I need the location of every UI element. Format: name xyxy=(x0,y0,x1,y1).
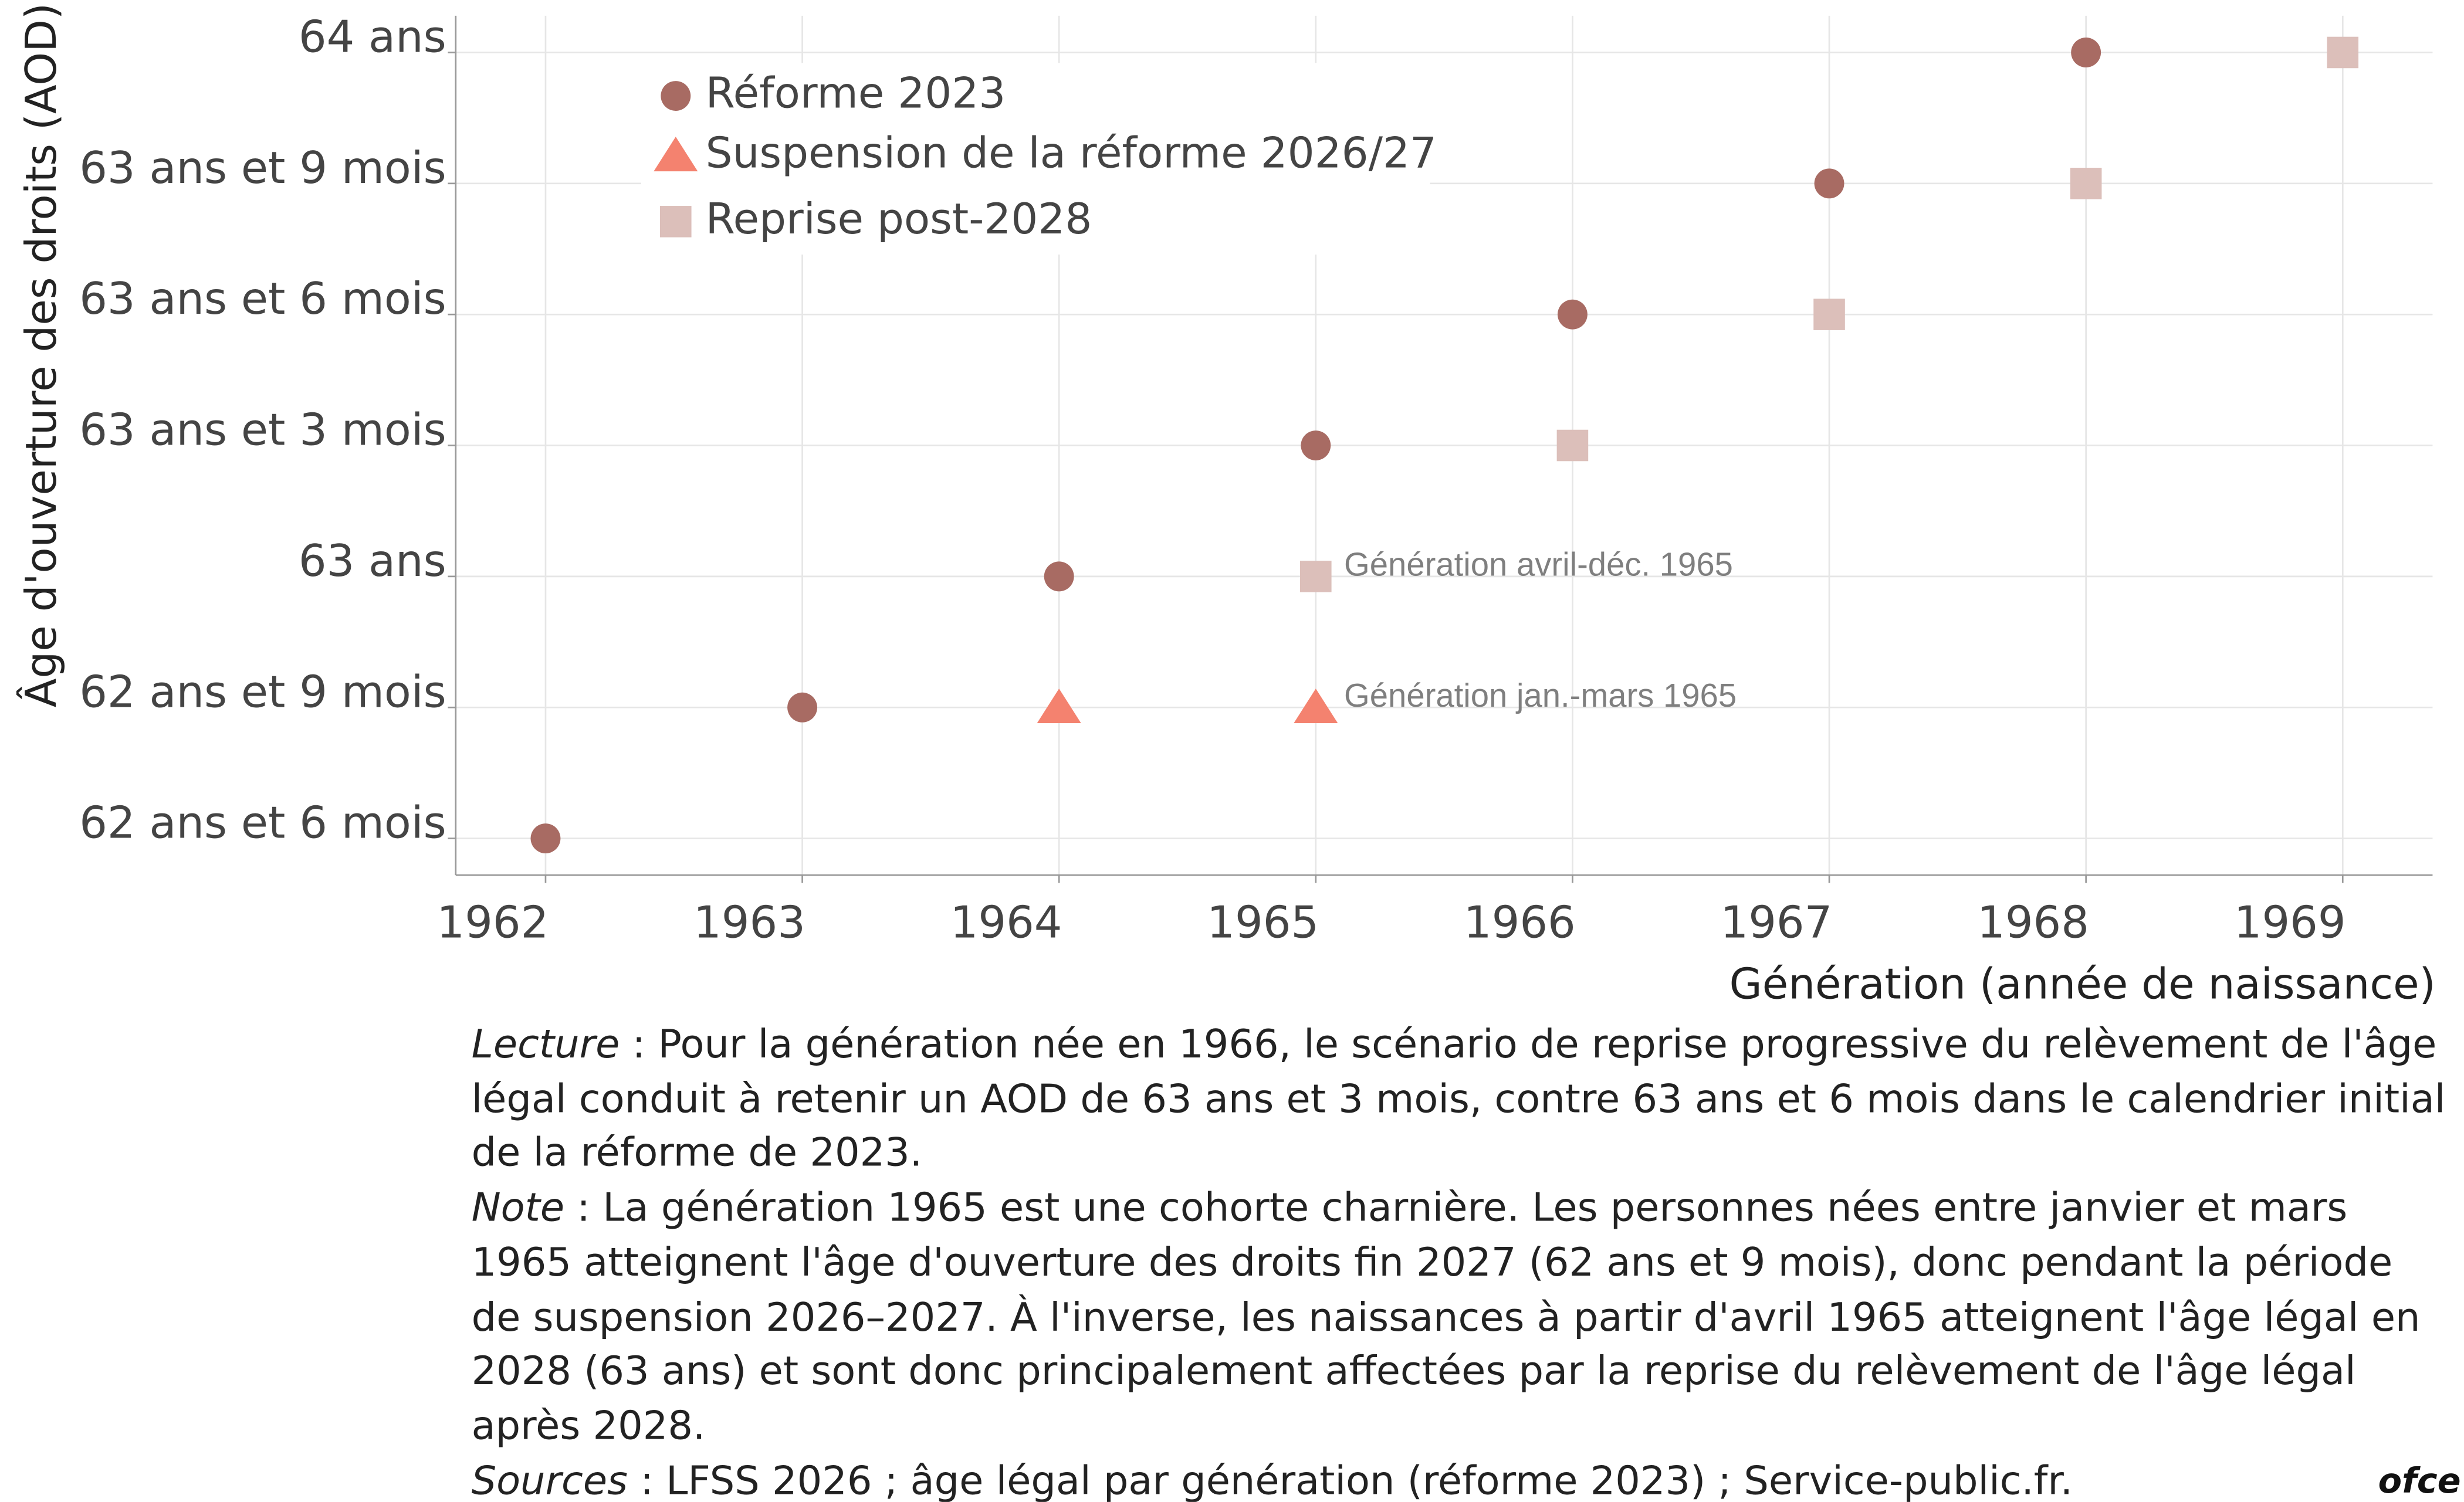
x-tick-label: 1965 xyxy=(1207,896,1319,948)
point xyxy=(1813,299,1845,330)
point xyxy=(2071,38,2101,67)
point xyxy=(2070,168,2102,199)
note-text: : La génération 1965 est une cohorte cha… xyxy=(471,1185,2421,1449)
y-tick-label: 63 ans et 3 mois xyxy=(79,404,446,456)
point xyxy=(530,823,561,854)
legend-marker xyxy=(661,81,691,111)
point xyxy=(1300,561,1332,592)
y-tick-label: 63 ans et 9 mois xyxy=(79,142,446,194)
note: Sources : LFSS 2026 ; âge légal par géné… xyxy=(471,1454,2452,1502)
point xyxy=(1037,689,1081,724)
legend-marker xyxy=(660,206,692,238)
x-tick-label: 1966 xyxy=(1464,896,1576,948)
point xyxy=(1301,430,1331,460)
note-label: Lecture xyxy=(471,1021,620,1067)
x-tick-label: 1967 xyxy=(1721,896,1833,948)
legend-marker xyxy=(654,137,698,172)
legend-label: Suspension de la réforme 2026/27 xyxy=(706,128,1437,178)
y-tick-label: 64 ans xyxy=(299,11,446,63)
y-tick-label: 63 ans xyxy=(299,535,446,586)
y-tick-label: 62 ans et 9 mois xyxy=(79,666,446,717)
point xyxy=(1814,168,1844,199)
annotation: Génération jan.-mars 1965 xyxy=(1344,677,1737,714)
y-axis-title: Âge d'ouverture des droits (AOD) xyxy=(15,3,66,707)
y-tick-label: 62 ans et 6 mois xyxy=(79,797,446,849)
point xyxy=(2327,36,2359,69)
logo: ofce xyxy=(2378,1460,2461,1501)
note-text: : Pour la génération née en 1966, le scé… xyxy=(471,1021,2446,1176)
x-axis-title: Génération (année de naissance) xyxy=(1729,959,2436,1009)
x-tick-label: 1962 xyxy=(436,896,549,948)
note: Note : La génération 1965 est une cohort… xyxy=(472,1182,2452,1454)
point xyxy=(1557,299,1588,330)
x-tick-label: 1969 xyxy=(2234,896,2346,948)
notes-box: Lecture : Pour la génération née en 1966… xyxy=(472,1018,2452,1502)
point xyxy=(787,692,818,723)
point xyxy=(1556,429,1589,462)
x-tick-label: 1968 xyxy=(1977,896,2089,948)
note-text: : LFSS 2026 ; âge légal par génération (… xyxy=(627,1457,2073,1502)
point xyxy=(1044,561,1074,592)
point xyxy=(1294,689,1338,724)
legend-label: Réforme 2023 xyxy=(706,69,1006,118)
note-label: Sources xyxy=(471,1457,628,1502)
x-tick-label: 1964 xyxy=(950,896,1062,948)
note-label: Note xyxy=(471,1185,565,1230)
notes-text: Lecture : Pour la génération née en 1966… xyxy=(472,1018,2452,1502)
notes: Lecture : Pour la génération née en 1966… xyxy=(472,1018,2452,1502)
y-tick-label: 63 ans et 6 mois xyxy=(79,273,446,324)
legend-box xyxy=(641,63,1430,255)
x-tick-label: 1963 xyxy=(693,896,805,948)
annotation: Génération avril-déc. 1965 xyxy=(1344,546,1733,583)
legend-label: Reprise post-2028 xyxy=(706,195,1092,244)
note: Lecture : Pour la génération née en 1966… xyxy=(472,1018,2452,1182)
